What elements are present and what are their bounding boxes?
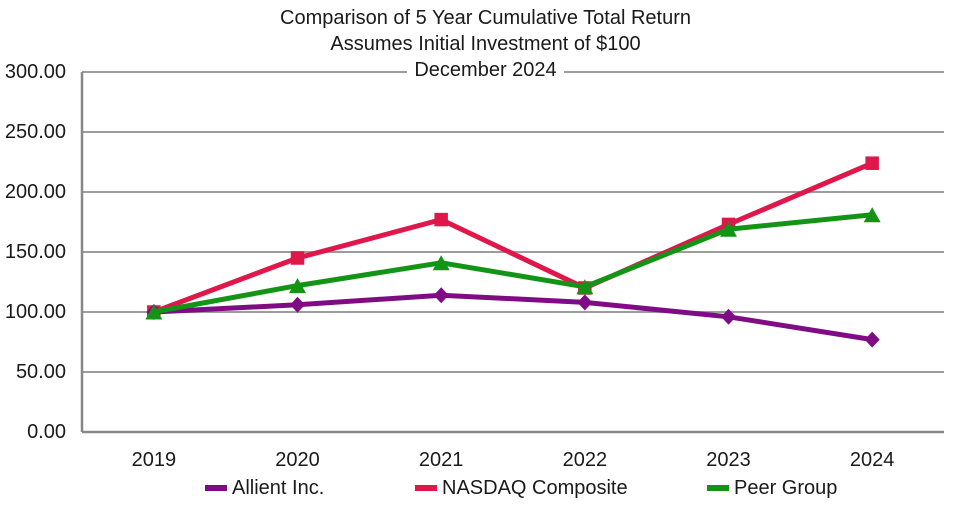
triangle-marker [720, 221, 737, 237]
legend-item-peer-group: Peer Group [707, 476, 837, 500]
legend-label-nasdaq: NASDAQ Composite [442, 477, 628, 499]
y-tick-label: 250.00 [4, 121, 66, 143]
y-tick-label: 200.00 [4, 181, 66, 203]
y-tick-label: 100.00 [4, 301, 66, 323]
x-tick-label: 2022 [562, 449, 608, 471]
legend-dash-nasdaq [415, 485, 437, 491]
y-tick-label: 300.00 [4, 61, 66, 83]
diamond-marker [721, 308, 736, 325]
triangle-marker [289, 278, 306, 294]
x-tick-label: 2024 [849, 449, 895, 471]
x-tick-label: 2020 [275, 449, 320, 471]
chart-subtitle-2: December 2024 [407, 57, 564, 83]
legend-dash-allient [205, 485, 227, 491]
x-tick-label: 2021 [418, 449, 464, 471]
legend-item-nasdaq: NASDAQ Composite [415, 476, 628, 500]
triangle-marker [576, 279, 594, 295]
triangle-marker [432, 255, 450, 271]
series-line [152, 160, 874, 315]
diamond-marker [577, 294, 593, 311]
diamond-marker [433, 287, 449, 304]
triangle-marker [145, 304, 163, 320]
square-marker [434, 212, 448, 227]
y-tick-label: 0.00 [27, 421, 66, 443]
legend-dash-peer-group [707, 485, 729, 491]
diamond-marker [864, 331, 880, 348]
legend-item-allient: Allient Inc. [205, 476, 324, 500]
square-marker [865, 156, 879, 170]
y-tick-label: 50.00 [15, 361, 66, 383]
chart-title-block: Comparison of 5 Year Cumulative Total Re… [0, 5, 971, 83]
square-marker [290, 251, 305, 265]
series-line [153, 292, 873, 343]
legend-label-peer-group: Peer Group [734, 477, 838, 499]
x-tick-label: 2023 [706, 449, 751, 471]
chart-title: Comparison of 5 Year Cumulative Total Re… [273, 5, 698, 31]
chart-subtitle-1: Assumes Initial Investment of $100 [323, 31, 648, 57]
x-tick-label: 2019 [131, 449, 177, 471]
triangle-marker [863, 207, 881, 223]
legend-label-allient: Allient Inc. [232, 477, 325, 499]
y-tick-label: 150.00 [4, 241, 66, 263]
diamond-marker [290, 296, 305, 313]
series-line [153, 212, 873, 315]
